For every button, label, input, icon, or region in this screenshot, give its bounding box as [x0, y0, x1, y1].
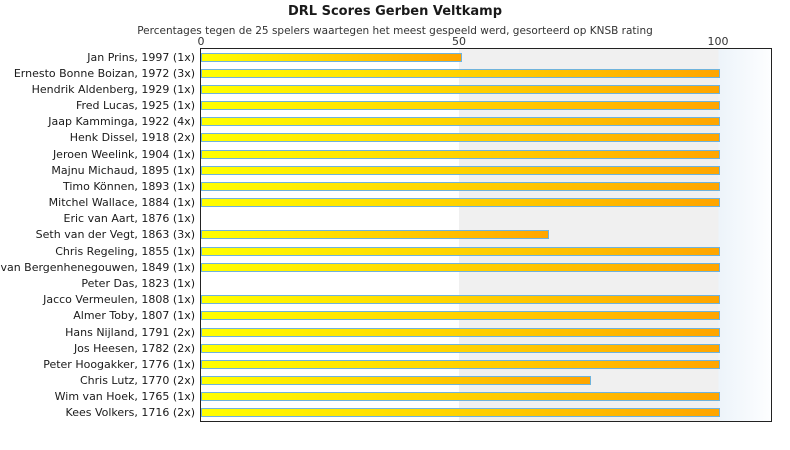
bar-row [201, 114, 771, 130]
chart-title: DRL Scores Gerben Veltkamp [287, 4, 502, 19]
bar-row [201, 243, 771, 259]
category-label: Wim van Hoek, 1765 (1x) [54, 390, 195, 404]
bar-row [201, 130, 771, 146]
category-label: Hendrik Aldenberg, 1929 (1x) [31, 82, 195, 96]
bar [201, 246, 720, 256]
bar-row [201, 227, 771, 243]
bar-row [201, 324, 771, 340]
chart-subtitle: Percentages tegen de 25 spelers waartege… [137, 25, 653, 37]
bar [201, 181, 720, 191]
bar [201, 311, 720, 321]
bar [201, 359, 720, 369]
bar [201, 165, 720, 175]
bar-row [201, 405, 771, 421]
bar-row [201, 259, 771, 275]
category-label: Jaap Kamminga, 1922 (4x) [48, 115, 195, 129]
bar [201, 376, 591, 386]
bar-row [201, 162, 771, 178]
category-label: Chris Lutz, 1770 (2x) [79, 374, 195, 388]
bar-row [201, 211, 771, 227]
category-label: Jeroen Weelink, 1904 (1x) [52, 147, 195, 161]
bar-row [201, 292, 771, 308]
bar [201, 392, 720, 402]
bar [201, 101, 720, 111]
bar [201, 343, 720, 353]
category-label: Seth van der Vegt, 1863 (3x) [35, 228, 195, 242]
category-label: Peter Hoogakker, 1776 (1x) [43, 357, 195, 371]
category-label: Peter Das, 1823 (1x) [81, 276, 195, 290]
bar [201, 327, 720, 337]
bar [201, 408, 720, 418]
category-label: Henk Dissel, 1918 (2x) [69, 131, 195, 145]
category-label: Jos Heesen, 1782 (2x) [73, 341, 195, 355]
bar-row [201, 98, 771, 114]
bar-row [201, 275, 771, 291]
bar [201, 295, 720, 305]
category-label: Mitchel Wallace, 1884 (1x) [48, 196, 195, 210]
bar-row [201, 49, 771, 65]
plot-rows [201, 49, 771, 421]
category-label: Hans Nijland, 1791 (2x) [65, 325, 195, 339]
category-label: Ernesto Bonne Boizan, 1972 (3x) [13, 66, 195, 80]
bar-row [201, 356, 771, 372]
bar-row [201, 65, 771, 81]
category-label: Chris Regeling, 1855 (1x) [55, 244, 195, 258]
bar-row [201, 178, 771, 194]
bar-row [201, 372, 771, 388]
x-axis-tick-0: 0 [197, 35, 205, 48]
bar-row [201, 340, 771, 356]
bar [201, 133, 720, 143]
bar-row [201, 81, 771, 97]
y-axis-labels: Jan Prins, 1997 (1x) Ernesto Bonne Boizan… [0, 49, 197, 421]
bar [201, 68, 720, 78]
category-label: Jacco Vermeulen, 1808 (1x) [43, 293, 195, 307]
bar-row [201, 389, 771, 405]
bar [201, 117, 720, 127]
category-label: Timo Können, 1893 (1x) [62, 179, 195, 193]
x-axis-tick-100: 100 [707, 35, 729, 48]
category-label: van Bergenhenegouwen, 1849 (1x) [0, 260, 195, 274]
category-label: Jan Prins, 1997 (1x) [87, 50, 195, 64]
bar-row [201, 308, 771, 324]
x-axis-tick-50: 50 [452, 35, 466, 48]
category-label: Majnu Michaud, 1895 (1x) [51, 163, 195, 177]
category-label: Almer Toby, 1807 (1x) [73, 309, 195, 323]
bar [201, 230, 550, 240]
bar [201, 198, 720, 208]
bar [201, 262, 720, 272]
bar [201, 84, 720, 94]
bar [201, 52, 462, 62]
category-label: Eric van Aart, 1876 (1x) [63, 212, 195, 226]
bar-row [201, 146, 771, 162]
bar [201, 149, 720, 159]
bar-row [201, 195, 771, 211]
category-label: Kees Volkers, 1716 (2x) [65, 406, 195, 420]
plot-area [200, 48, 772, 422]
category-label: Fred Lucas, 1925 (1x) [75, 99, 195, 113]
